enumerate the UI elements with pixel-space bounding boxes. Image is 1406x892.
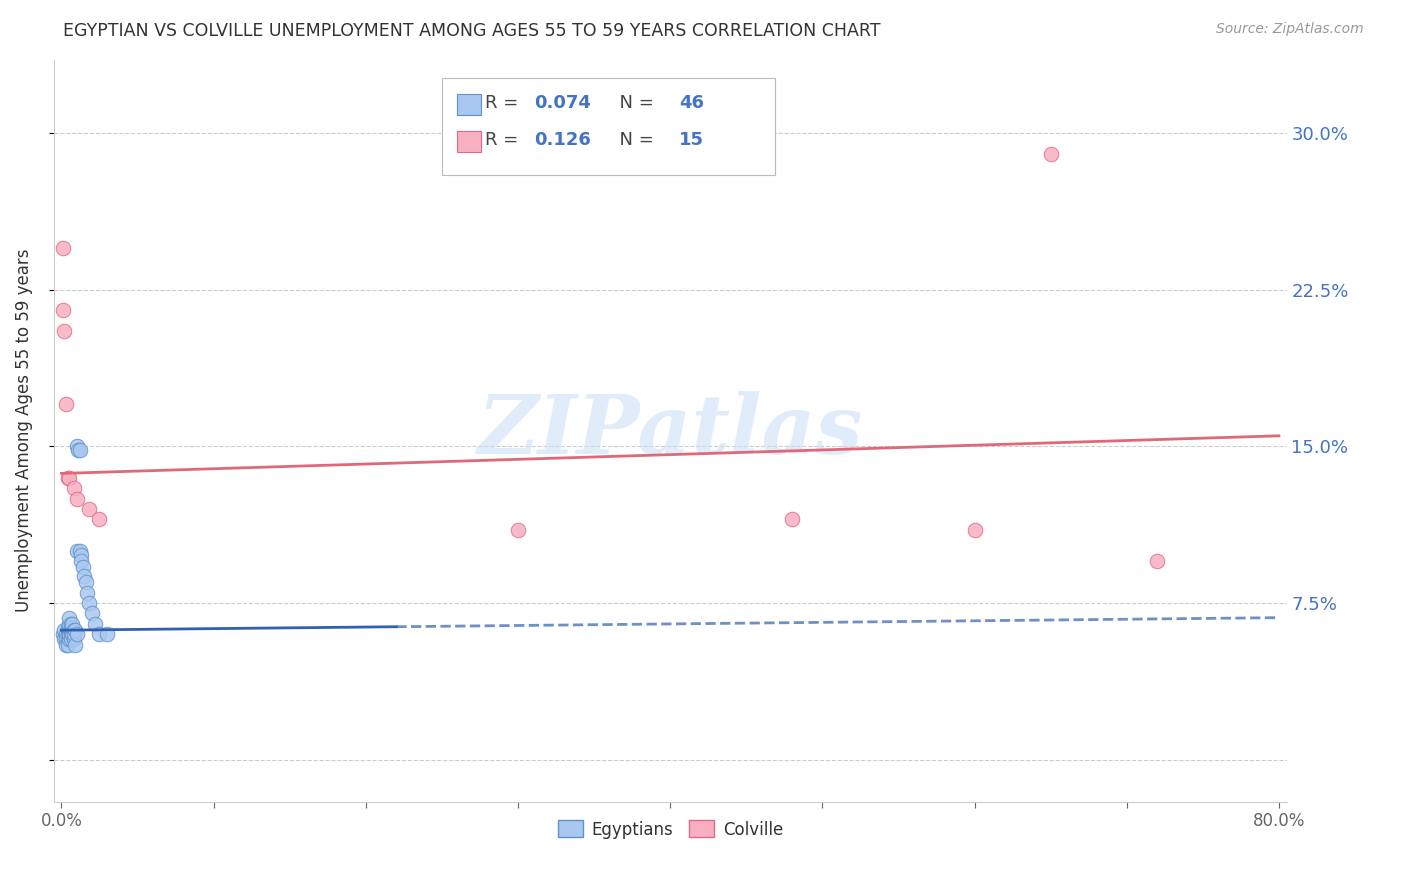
Point [55,632,77,646]
Point [96,627,118,641]
Point [62,632,84,646]
Point [66,543,89,558]
FancyBboxPatch shape [457,94,481,114]
Point [60,627,83,641]
Point [59,627,82,641]
Point [53,324,76,338]
Point [963,523,986,537]
Point [60,621,83,635]
Point [780,512,803,526]
Point [89,627,111,641]
Point [67,443,90,458]
Y-axis label: Unemployment Among Ages 55 to 59 years: Unemployment Among Ages 55 to 59 years [15,249,32,612]
Point [1146,554,1168,568]
Point [77,596,100,610]
Text: 0.126: 0.126 [534,131,591,149]
Point [60,616,83,631]
Point [66,491,89,506]
Text: ZIPatlas: ZIPatlas [478,391,863,471]
FancyBboxPatch shape [457,131,481,152]
Point [66,627,89,641]
Point [89,512,111,526]
Point [59,616,82,631]
Point [80,607,103,621]
Point [58,610,80,624]
Point [55,397,77,411]
Point [58,627,80,641]
Text: Source: ZipAtlas.com: Source: ZipAtlas.com [1216,22,1364,37]
Point [62,627,84,641]
Text: 46: 46 [679,94,704,112]
Point [58,470,80,484]
Point [84,616,107,631]
Point [62,481,84,495]
Legend: Egyptians, Colville: Egyptians, Colville [551,814,790,846]
Point [66,439,89,453]
Point [70,554,93,568]
Point [70,548,93,562]
Text: R =: R = [485,131,523,149]
Point [56,621,79,635]
Text: N =: N = [607,131,659,149]
Point [56,470,79,484]
Point [56,638,79,652]
Point [58,627,80,641]
FancyBboxPatch shape [441,78,775,175]
Point [53,632,76,646]
Point [63,638,86,652]
Point [75,575,97,590]
Text: EGYPTIAN VS COLVILLE UNEMPLOYMENT AMONG AGES 55 TO 59 YEARS CORRELATION CHART: EGYPTIAN VS COLVILLE UNEMPLOYMENT AMONG … [63,22,880,40]
Point [56,623,79,637]
Point [77,502,100,516]
Text: 0.074: 0.074 [534,94,591,112]
Point [73,569,96,583]
Point [1039,146,1062,161]
Point [58,627,80,641]
Point [52,303,75,318]
Point [69,543,91,558]
Point [58,632,80,646]
Point [58,616,80,631]
Text: 15: 15 [679,131,704,149]
Point [62,623,84,637]
Point [56,632,79,646]
Point [53,623,76,637]
Point [59,632,82,646]
Point [59,623,82,637]
Point [63,623,86,637]
Text: R =: R = [485,94,523,112]
Point [55,638,77,652]
Point [506,523,529,537]
Point [58,621,80,635]
Point [52,627,75,641]
Point [52,241,75,255]
Point [55,627,77,641]
Point [76,585,98,599]
Text: N =: N = [607,94,659,112]
Point [69,443,91,458]
Point [72,560,94,574]
